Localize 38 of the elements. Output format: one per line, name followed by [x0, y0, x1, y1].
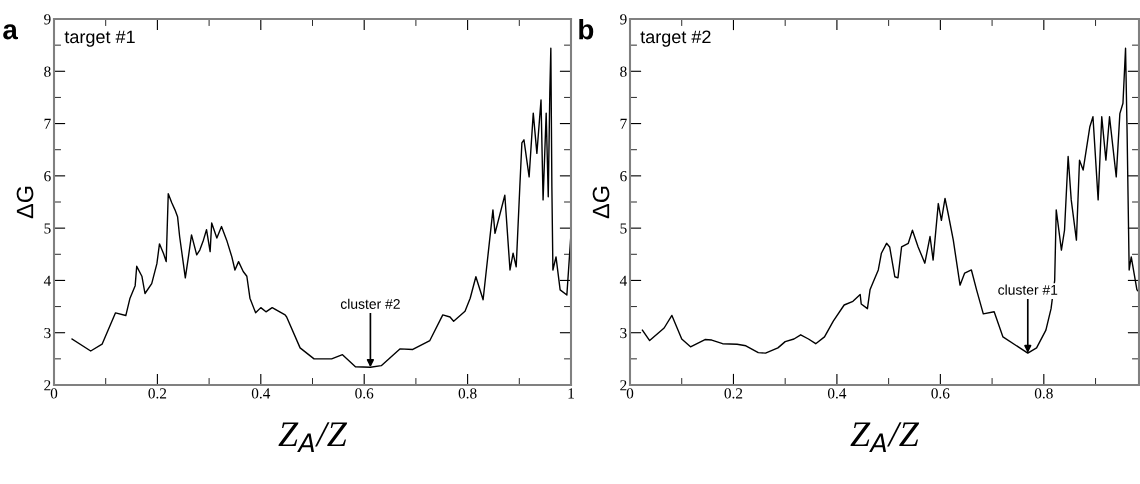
y-tick-label: 8	[44, 66, 51, 77]
y-tick-label: 4	[43, 275, 51, 286]
annotation: target #2	[640, 30, 711, 47]
y-tick-label: 5	[44, 223, 51, 234]
y-tick-label: 7	[44, 118, 51, 129]
x-tick-label: 0.8	[458, 388, 477, 399]
y-tick-label: 4	[619, 275, 627, 286]
text: a	[3, 24, 18, 40]
x-axis-title: Z$_{A}$/Z	[850, 422, 920, 453]
y-axis-title: ΔG	[592, 186, 610, 219]
x-tick-label: 0.2	[724, 388, 743, 399]
y-tick-label: 3	[44, 327, 51, 339]
y-tick-label: 2	[44, 380, 51, 391]
annotation: target #1	[64, 30, 135, 47]
x-tick-label: 0	[626, 388, 634, 399]
annotation: cluster #2	[340, 298, 400, 309]
x-tick-label: 0.4	[827, 388, 847, 399]
x-tick-label: 1	[568, 388, 574, 399]
y-tick-label: 2	[620, 380, 627, 391]
y-tick-label: 8	[620, 66, 627, 77]
text: b	[579, 19, 594, 40]
annotation: cluster #1	[998, 284, 1058, 295]
y-tick-label: 6	[44, 171, 51, 182]
x-tick-label: 0.6	[931, 388, 950, 399]
y-tick-label: 9	[620, 14, 627, 25]
x-tick-label: 0	[50, 388, 58, 399]
x-tick-label: 0.4	[251, 388, 271, 399]
y-tick-label: 3	[620, 327, 627, 339]
y-tick-label: 7	[620, 118, 627, 129]
y-tick-label: 6	[620, 171, 627, 182]
x-tick-label: 0.6	[355, 388, 374, 399]
x-axis-title: Z$_{A}$/Z	[278, 422, 348, 453]
y-tick-label: 9	[44, 14, 51, 25]
y-tick-label: 5	[620, 223, 627, 234]
x-tick-label: 0.8	[1034, 388, 1053, 399]
y-axis-title: ΔG	[16, 186, 34, 219]
x-tick-label: 0.2	[148, 388, 167, 399]
line-series	[71, 47, 571, 368]
